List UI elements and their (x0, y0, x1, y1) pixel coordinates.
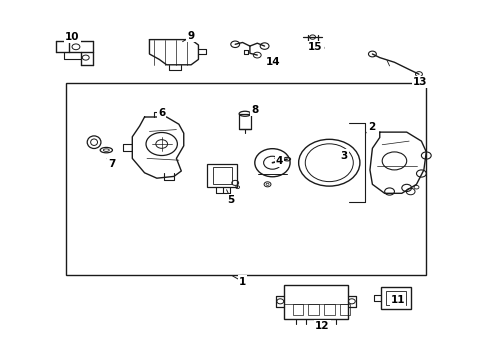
Text: 10: 10 (65, 32, 80, 42)
Text: 1: 1 (239, 276, 246, 287)
Circle shape (393, 296, 398, 300)
Bar (207, 164, 237, 187)
Bar (386, 291, 406, 305)
Text: 9: 9 (188, 31, 195, 41)
Bar (66, 83, 426, 275)
Bar (381, 287, 411, 309)
Bar (324, 304, 335, 315)
Text: 13: 13 (413, 77, 428, 87)
Bar (213, 167, 232, 184)
Bar (308, 304, 319, 315)
Text: 12: 12 (315, 321, 330, 331)
Text: 4: 4 (275, 156, 283, 166)
Text: 11: 11 (391, 294, 405, 305)
Text: 5: 5 (228, 195, 235, 205)
Text: 2: 2 (368, 122, 375, 132)
Text: 8: 8 (251, 105, 258, 115)
Text: 3: 3 (341, 150, 347, 161)
Text: 6: 6 (158, 108, 165, 118)
Bar (293, 304, 303, 315)
Bar (340, 304, 350, 315)
Bar (239, 114, 251, 129)
Bar (284, 285, 348, 319)
Text: 7: 7 (108, 159, 116, 169)
Text: 15: 15 (308, 42, 323, 52)
Text: 14: 14 (266, 57, 281, 67)
